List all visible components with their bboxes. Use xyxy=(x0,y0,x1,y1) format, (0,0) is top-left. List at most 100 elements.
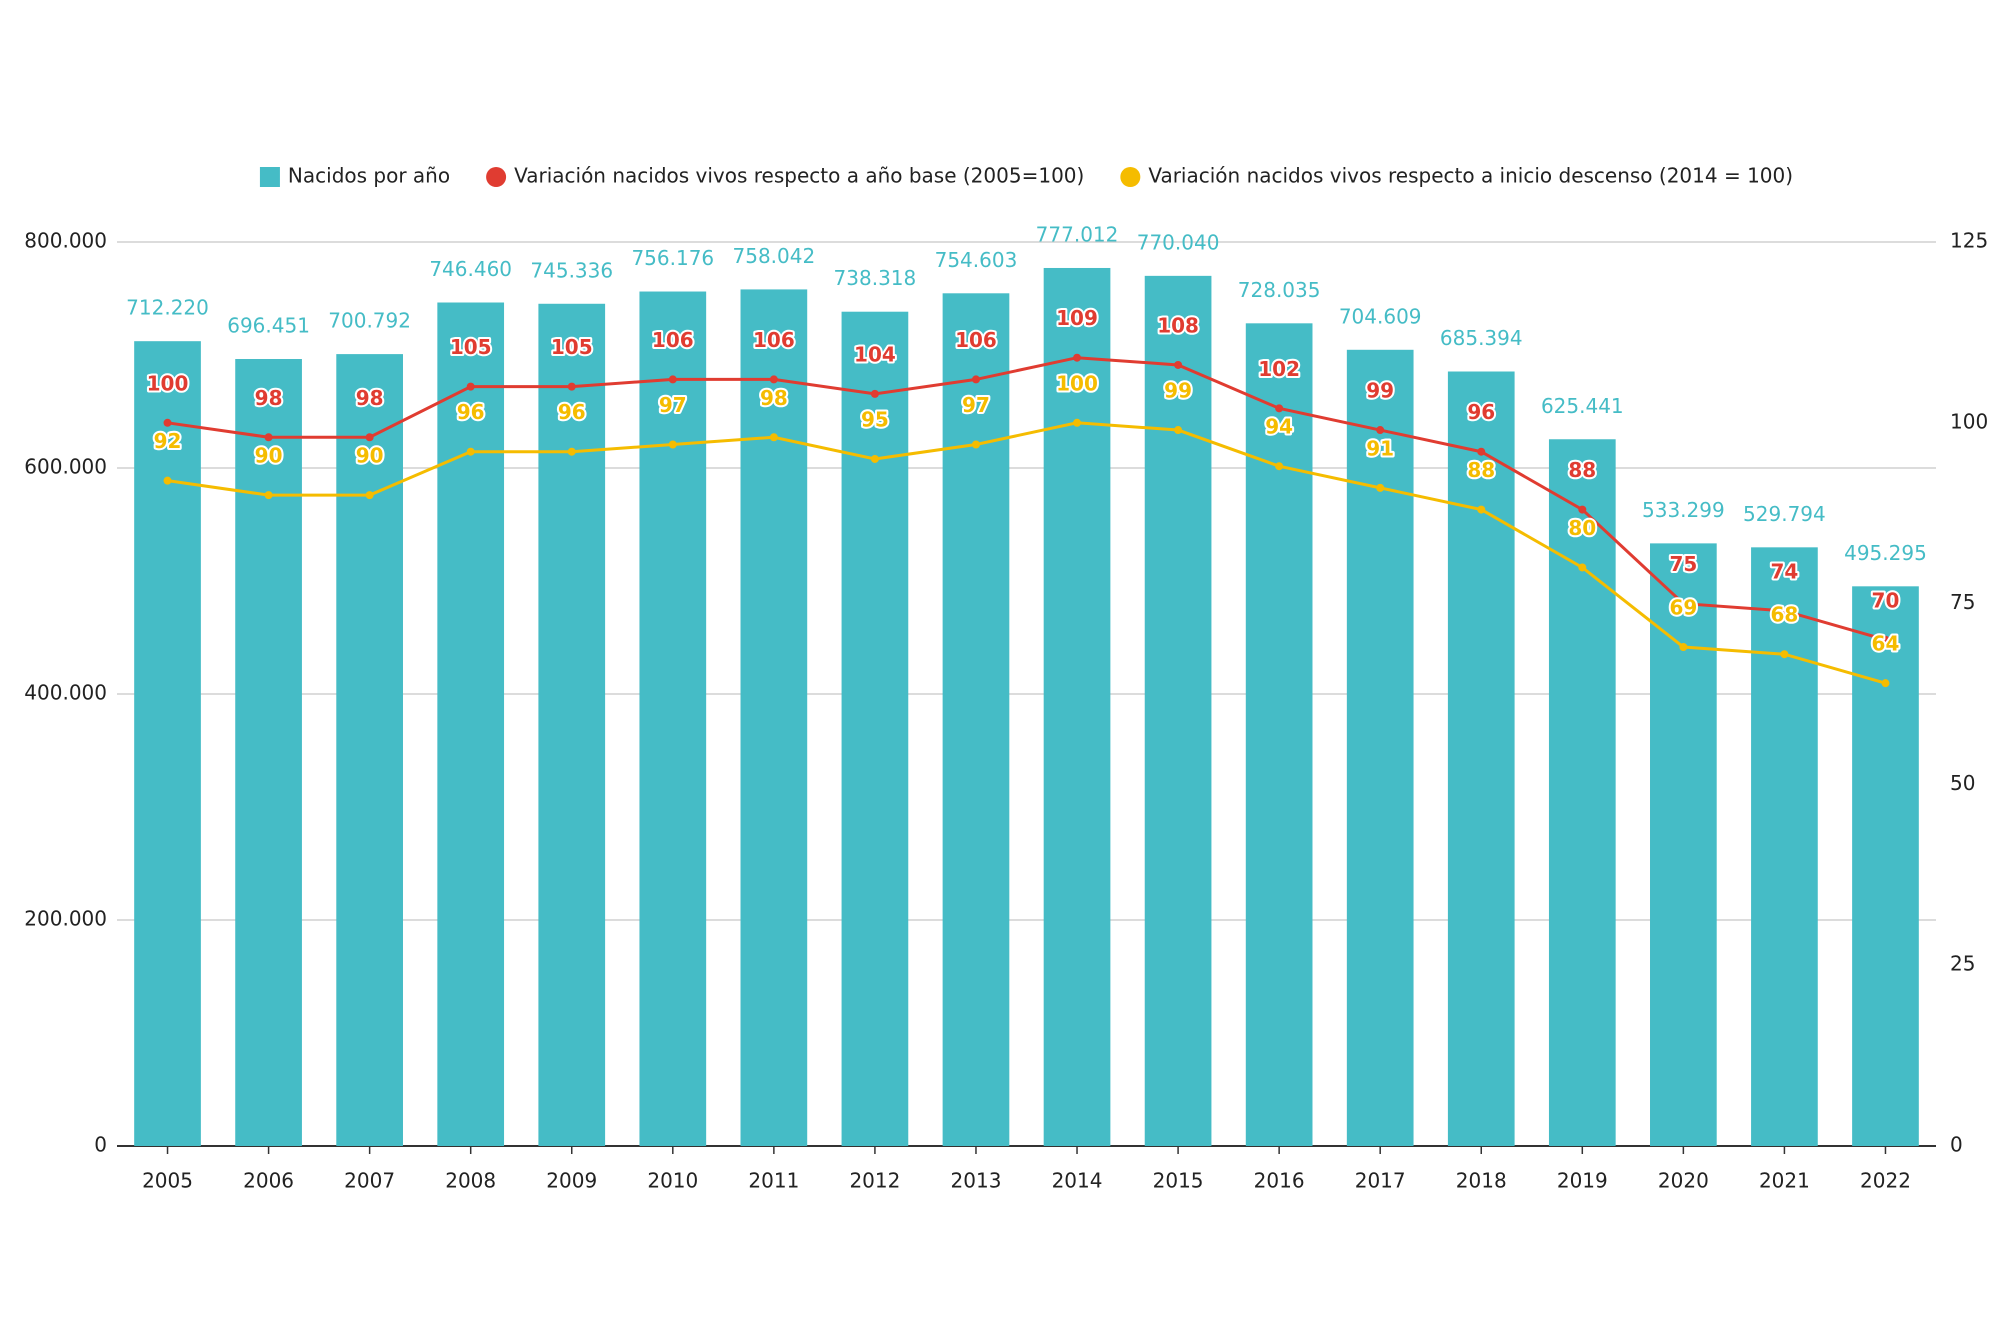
line-point xyxy=(1780,650,1789,659)
line-point xyxy=(668,440,677,449)
bar-value-label: 758.042 xyxy=(733,244,816,268)
line-point xyxy=(1376,426,1385,435)
y2-tick-label: 100 xyxy=(1950,409,1988,433)
bar xyxy=(1650,543,1717,1146)
line-point xyxy=(1275,404,1284,413)
bar-value-label: 529.794 xyxy=(1743,502,1826,526)
line-point xyxy=(365,433,374,442)
legend-marker xyxy=(259,167,280,187)
bar-value-label: 712.220 xyxy=(126,296,209,320)
line-point xyxy=(870,389,879,398)
bar-value-label: 738.318 xyxy=(834,266,917,290)
line-value-label: 95 xyxy=(861,407,889,431)
line-value-label: 88 xyxy=(1568,458,1596,482)
x-tick-label: 2021 xyxy=(1759,1169,1810,1193)
y2-tick-label: 75 xyxy=(1950,590,1975,614)
line-point xyxy=(163,418,172,427)
legend-label: Nacidos por año xyxy=(288,164,450,188)
line-point xyxy=(1174,426,1183,435)
bar xyxy=(235,359,302,1146)
bar-value-label: 756.176 xyxy=(631,246,714,270)
bar xyxy=(740,289,808,1146)
line-point xyxy=(870,454,879,463)
line-value-label: 105 xyxy=(551,335,593,359)
y-tick-label: 200.000 xyxy=(24,907,107,931)
line-point xyxy=(1376,483,1385,492)
line-value-label: 99 xyxy=(1366,379,1394,403)
line-point xyxy=(1881,679,1890,688)
line-value-label: 68 xyxy=(1770,603,1798,627)
line-value-label: 108 xyxy=(1157,313,1199,337)
line-point xyxy=(769,375,778,384)
bar-value-label: 625.441 xyxy=(1541,394,1624,418)
line-point xyxy=(466,382,475,391)
legend-label: Variación nacidos vivos respecto a inici… xyxy=(1148,164,1793,188)
y-tick-label: 400.000 xyxy=(24,681,107,705)
bar-value-label: 728.035 xyxy=(1238,278,1321,302)
line-point xyxy=(466,447,475,456)
line-point xyxy=(769,433,778,442)
line-value-label: 98 xyxy=(356,386,384,410)
line-value-label: 74 xyxy=(1770,559,1798,583)
line-point xyxy=(1073,353,1082,362)
bar-value-label: 746.460 xyxy=(429,257,512,281)
line-value-label: 104 xyxy=(854,342,896,366)
y2-tick-label: 0 xyxy=(1950,1133,1963,1157)
line-value-label: 64 xyxy=(1872,632,1900,656)
legend-marker xyxy=(1120,167,1141,187)
line-point xyxy=(1578,505,1587,514)
bar-value-label: 770.040 xyxy=(1137,230,1220,254)
line-point xyxy=(1073,418,1082,427)
line-point xyxy=(1881,635,1890,644)
line-value-label: 98 xyxy=(760,386,788,410)
line-point xyxy=(668,375,677,384)
bar xyxy=(639,291,707,1146)
line-value-label: 69 xyxy=(1669,595,1697,619)
bar xyxy=(1852,586,1919,1146)
bar-value-label: 700.792 xyxy=(328,309,411,333)
line-value-label: 97 xyxy=(962,393,990,417)
bar xyxy=(336,354,403,1146)
line-point xyxy=(1578,563,1587,572)
line-point xyxy=(264,491,273,500)
line-value-label: 100 xyxy=(1056,371,1098,395)
bar xyxy=(942,293,1010,1147)
x-tick-label: 2013 xyxy=(951,1169,1002,1193)
line-value-label: 90 xyxy=(255,444,283,468)
bar xyxy=(1043,267,1111,1146)
x-tick-label: 2017 xyxy=(1355,1169,1406,1193)
bar-value-label: 533.299 xyxy=(1642,498,1725,522)
line-point xyxy=(163,476,172,485)
line-point xyxy=(1477,447,1486,456)
line-point xyxy=(971,440,980,449)
x-tick-label: 2016 xyxy=(1254,1169,1305,1193)
y2-tick-label: 125 xyxy=(1950,229,1988,253)
line-value-label: 91 xyxy=(1366,436,1394,460)
line-value-label: 96 xyxy=(558,400,586,424)
x-tick-label: 2020 xyxy=(1658,1169,1709,1193)
line-point xyxy=(1275,462,1284,471)
x-tick-label: 2012 xyxy=(849,1169,900,1193)
x-tick-label: 2009 xyxy=(546,1169,597,1193)
x-tick-label: 2019 xyxy=(1557,1169,1608,1193)
line-value-label: 94 xyxy=(1265,415,1293,439)
line-point xyxy=(1679,642,1688,651)
line-point xyxy=(971,375,980,384)
x-tick-label: 2011 xyxy=(748,1169,799,1193)
bar xyxy=(1548,439,1616,1146)
line-value-label: 75 xyxy=(1669,552,1697,576)
line-value-label: 100 xyxy=(147,371,189,395)
line-value-label: 106 xyxy=(652,328,694,352)
bar xyxy=(1447,371,1515,1147)
bar xyxy=(841,311,909,1146)
bar-value-label: 777.012 xyxy=(1036,222,1119,246)
line-point xyxy=(1780,606,1789,615)
bar xyxy=(1144,275,1212,1146)
bar-value-label: 495.295 xyxy=(1844,541,1927,565)
line-value-label: 88 xyxy=(1467,458,1495,482)
x-tick-label: 2005 xyxy=(142,1169,193,1193)
x-tick-label: 2022 xyxy=(1860,1169,1911,1193)
bar xyxy=(538,303,606,1146)
line-value-label: 106 xyxy=(753,328,795,352)
